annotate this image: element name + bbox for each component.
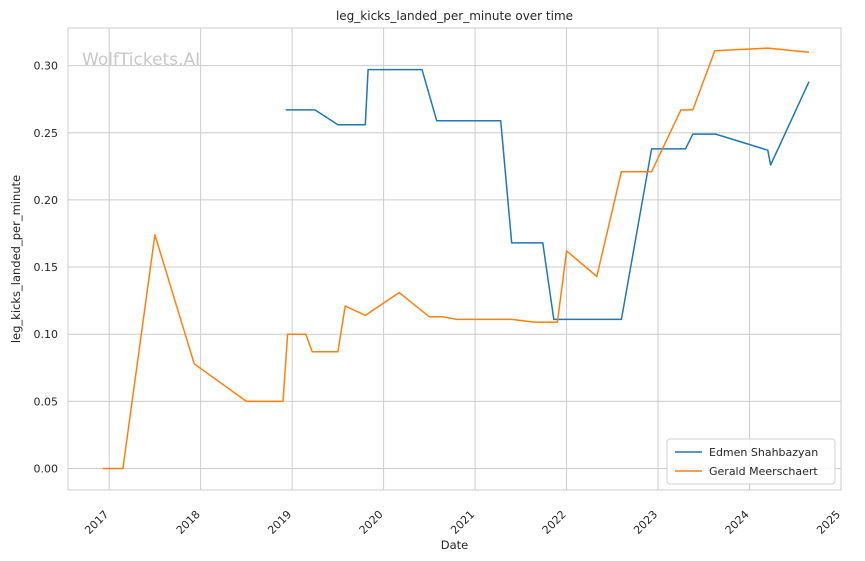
- y-tick-label: 0.15: [34, 261, 59, 274]
- grid: [68, 28, 842, 490]
- plot-background: [68, 28, 841, 490]
- chart-title: leg_kicks_landed_per_minute over time: [336, 9, 573, 23]
- series-layer: [102, 47, 810, 470]
- legend-label-1: Gerald Meerschaert: [709, 465, 818, 478]
- y-tick-label: 0.25: [34, 127, 59, 140]
- series-line-1: [102, 47, 810, 470]
- y-tick-label: 0.30: [34, 60, 59, 73]
- x-axis-title: Date: [441, 538, 469, 552]
- y-axis: 0.00 0.05 0.10 0.15 0.20 0.25 0.30: [34, 60, 59, 476]
- y-tick-label: 0.10: [34, 328, 59, 341]
- x-tick-label: 2023: [631, 508, 660, 537]
- x-tick-label: 2018: [174, 508, 203, 537]
- x-tick-label: 2019: [265, 508, 294, 537]
- series-line-0: [285, 68, 810, 321]
- x-axis: 2017 2018 2019 2020 2021 2022 2023 2024 2025: [82, 508, 843, 537]
- x-tick-label: 2020: [357, 508, 386, 537]
- legend: Edmen Shahbazyan Gerald Meerschaert: [666, 438, 836, 485]
- y-tick-label: 0.20: [34, 194, 59, 207]
- x-tick-label: 2022: [540, 508, 569, 537]
- legend-label-0: Edmen Shahbazyan: [709, 446, 818, 459]
- x-tick-label: 2017: [82, 508, 111, 537]
- y-axis-title: leg_kicks_landed_per_minute: [9, 175, 23, 343]
- plot-frame: [67, 27, 842, 491]
- x-tick-label: 2021: [448, 508, 477, 537]
- legend-box: [666, 438, 836, 485]
- x-tick-label: 2024: [723, 508, 752, 537]
- y-tick-label: 0.00: [34, 463, 59, 476]
- y-tick-label: 0.05: [34, 395, 59, 408]
- watermark: WolfTickets.AI: [82, 50, 200, 70]
- x-tick-label: 2025: [814, 508, 843, 537]
